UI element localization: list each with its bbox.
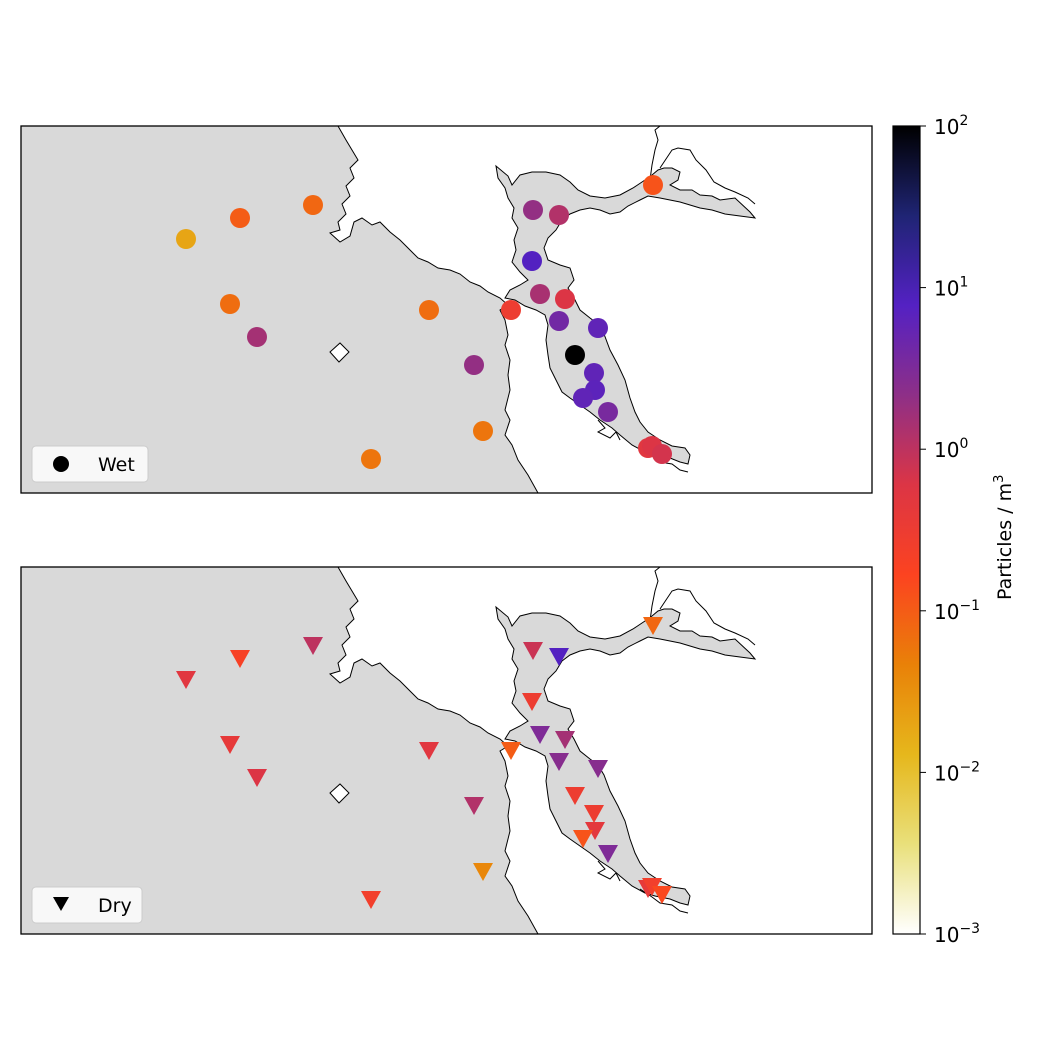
wet-marker-offshore-4	[220, 294, 240, 314]
wet-marker-south-bay-4	[598, 402, 618, 422]
dry-marker-offshore-6	[419, 742, 439, 760]
colorbar-frame	[892, 125, 921, 935]
dry-marker-north-bay-1	[522, 693, 542, 711]
legend-box	[31, 445, 149, 483]
map-panel-dry: Dry	[20, 566, 873, 935]
wet-marker-lower-south-bay-3	[652, 444, 672, 464]
dry-marker-south-bay-2	[585, 822, 605, 840]
dry-marker-north-bay-2	[530, 726, 550, 744]
wet-marker-central-bay-2	[588, 318, 608, 338]
colorbar-ticks: 102 101 100 10−1 10−2 10−3	[920, 113, 980, 947]
wet-marker-offshore-1	[176, 229, 196, 249]
wet-marker-south-bay-1	[584, 363, 604, 383]
colorbar: 102 101 100 10−1 10−2 10−3 Particles / m3	[892, 113, 1016, 947]
wet-marker-offshore-7	[464, 355, 484, 375]
colorbar-label: Particles / m3	[992, 475, 1016, 600]
wet-marker-golden-gate	[501, 300, 521, 320]
dry-marker-south-bay-3	[573, 830, 593, 848]
legend-dry: Dry	[31, 886, 143, 924]
wet-marker-offshore-3	[303, 195, 323, 215]
colorbar-tick-label: 102	[934, 113, 968, 139]
colorbar-tick-label: 100	[934, 436, 968, 462]
farallon-island	[329, 342, 350, 363]
dry-marker-south-bay-4	[598, 845, 618, 863]
dry-marker-south-bay-1	[584, 805, 604, 823]
dry-marker-central-bay-2	[588, 760, 608, 778]
colorbar-tick-label: 10−2	[934, 759, 980, 785]
wet-marker-offshore-6	[419, 300, 439, 320]
dry-marker-san-pablo-bay-1	[523, 642, 543, 660]
map-panel-wet: Wet	[20, 125, 873, 494]
dry-markers	[176, 617, 672, 909]
coastline-land	[21, 567, 757, 934]
dry-marker-lower-south-bay-2	[642, 878, 662, 896]
colorbar-tick-label: 10−1	[934, 598, 980, 624]
farallon-island	[329, 783, 350, 804]
wet-marker-carquinez	[643, 175, 663, 195]
wet-marker-north-bay-3	[555, 289, 575, 309]
wet-marker-central-bay-3	[565, 345, 585, 365]
panel-frame	[20, 125, 873, 494]
legend-label-wet: Wet	[98, 454, 135, 476]
dry-marker-offshore-1	[176, 671, 196, 689]
dry-marker-north-bay-3	[555, 731, 575, 749]
wet-marker-offshore-9	[361, 449, 381, 469]
dry-marker-offshore-8	[473, 863, 493, 881]
legend-triangle-marker	[53, 897, 69, 911]
wet-marker-offshore-2	[230, 208, 250, 228]
dry-marker-carquinez	[643, 617, 663, 635]
dry-marker-offshore-2	[230, 650, 250, 668]
dry-marker-offshore-9	[361, 891, 381, 909]
wet-marker-central-bay-1	[549, 311, 569, 331]
dry-marker-golden-gate	[501, 742, 521, 760]
dry-marker-central-bay-3	[565, 787, 585, 805]
wet-marker-north-bay-1	[522, 251, 542, 271]
wet-marker-offshore-8	[473, 421, 493, 441]
dry-marker-lower-south-bay-3	[652, 886, 672, 904]
dry-marker-offshore-3	[303, 637, 323, 655]
legend-wet: Wet	[31, 445, 149, 483]
dry-marker-offshore-4	[220, 736, 240, 754]
dry-marker-offshore-7	[464, 797, 484, 815]
wet-marker-san-pablo-bay-1	[523, 200, 543, 220]
colorbar-tick-label: 10−3	[934, 921, 980, 947]
legend-label-dry: Dry	[98, 895, 132, 917]
wet-marker-san-pablo-bay-2	[549, 205, 569, 225]
wet-marker-south-bay-3	[573, 388, 593, 408]
wet-marker-north-bay-2	[530, 284, 550, 304]
colorbar-gradient	[893, 126, 920, 934]
dry-marker-central-bay-1	[549, 753, 569, 771]
dry-marker-offshore-5	[247, 769, 267, 787]
dry-marker-san-pablo-bay-2	[549, 648, 569, 666]
legend-box	[31, 886, 143, 924]
panel-frame	[20, 566, 873, 935]
colorbar-tick-label: 101	[934, 275, 968, 301]
legend-circle-marker	[53, 456, 69, 472]
wet-markers	[176, 175, 672, 469]
wet-marker-offshore-5	[247, 327, 267, 347]
